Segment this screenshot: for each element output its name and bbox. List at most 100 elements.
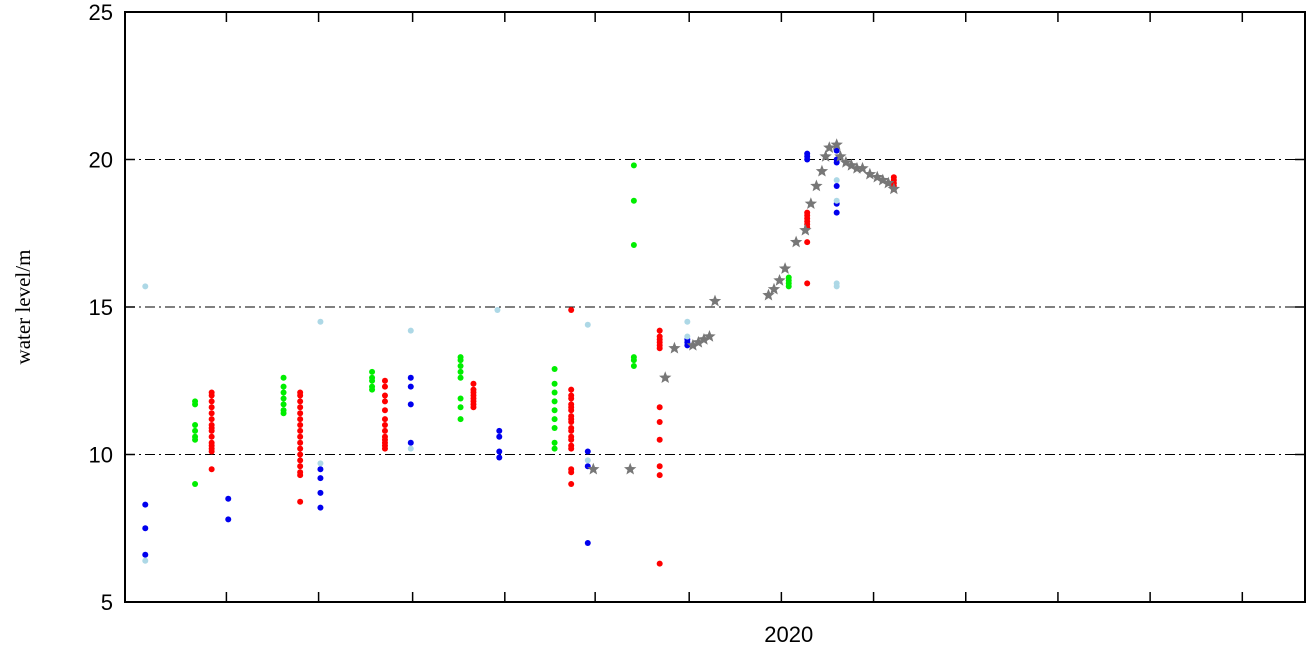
data-point-star [762,288,775,301]
data-point [317,318,324,325]
data-point-star [799,223,812,236]
data-point-star [819,150,832,162]
data-point [470,404,477,411]
data-point [297,451,304,458]
data-point [656,560,663,567]
data-point-star [834,150,847,162]
data-point-star [871,170,884,183]
data-point [297,427,304,434]
data-point [496,427,503,434]
data-point-star [839,155,853,168]
data-point-star [845,158,858,171]
data-point [568,306,575,313]
data-point [630,357,637,364]
data-point [584,540,591,546]
data-point [381,398,388,405]
data-point [568,386,575,393]
data-point [317,466,324,473]
y-axis-title: water level/m [11,250,35,365]
data-point [381,407,388,414]
data-point [297,445,304,452]
data-point [297,498,304,505]
data-point [494,306,501,313]
data-point [833,183,840,190]
data-point [630,162,637,169]
data-point [280,395,287,402]
data-point [551,398,558,405]
data-point [496,454,503,461]
data-point [297,463,304,470]
data-point [470,380,477,387]
data-point [297,416,304,423]
data-point [297,422,304,428]
data-point [407,327,414,334]
data-point-star [668,341,681,354]
data-point [381,377,388,384]
data-point-star [815,164,829,177]
data-point [297,410,304,417]
data-point [568,407,575,414]
data-point [457,374,464,381]
data-point [656,327,663,334]
data-point [317,489,324,496]
data-point [142,525,149,532]
data-point [317,475,324,482]
data-point-star [767,282,781,295]
data-point [297,472,304,479]
data-point [280,374,287,381]
data-point [551,445,558,452]
data-point-star [804,197,818,210]
data-point [833,177,840,184]
data-point-star [686,338,700,351]
data-point [192,422,199,428]
data-point [551,389,558,396]
data-point [280,410,287,417]
data-point [457,395,464,402]
data-point [208,433,215,440]
data-point [192,427,199,434]
data-point [297,398,304,405]
data-point [568,469,575,476]
data-point [804,239,811,246]
y-tick-label: 5 [101,590,113,615]
data-point [568,419,575,426]
axis-ticks [125,11,1305,603]
data-point-star [882,176,895,189]
data-point [457,416,464,423]
data-point [684,318,691,325]
data-point [192,401,199,408]
data-point-star [887,182,901,195]
data-point [280,383,287,390]
data-point [142,501,149,508]
series-1 [192,162,792,487]
data-point [833,159,840,166]
data-point [142,551,149,558]
data-point-star [587,462,600,475]
data-point [630,242,637,249]
data-point-star [624,462,637,475]
data-point-star [697,332,711,345]
data-point-star [876,173,889,186]
data-point [551,407,558,414]
data-point [407,374,414,381]
data-point [407,439,414,446]
data-point [551,439,558,446]
data-point [551,365,558,372]
data-point [297,439,304,446]
data-point [369,377,376,384]
data-point [297,404,304,411]
data-point [656,463,663,470]
data-point [833,197,840,204]
data-point [804,156,811,163]
data-point [457,368,464,375]
data-point [208,398,215,405]
data-point [457,404,464,411]
x-tick-label: 2020 [764,622,813,645]
data-point [192,481,199,487]
data-point-star [692,335,705,348]
data-point-star [708,294,722,307]
data-point [785,283,792,290]
data-point [684,333,691,340]
data-point [496,433,503,440]
